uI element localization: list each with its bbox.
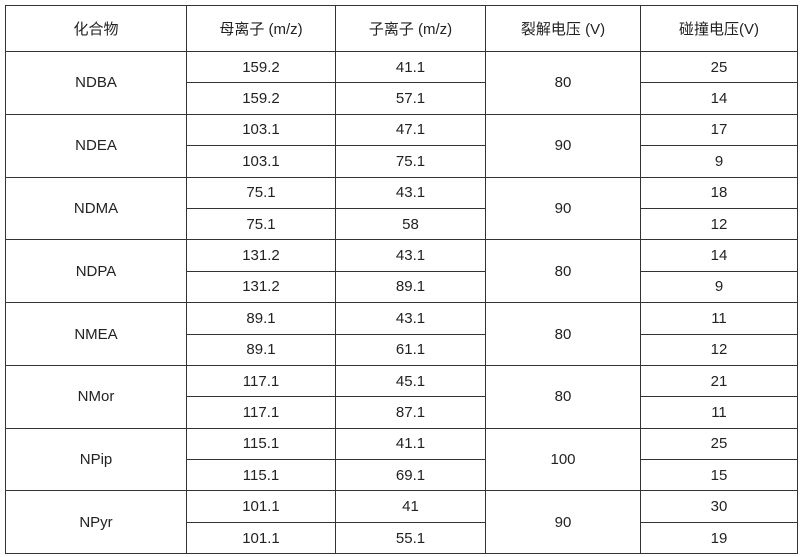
collision-voltage-cell: 25 — [640, 50, 798, 84]
collision-voltage-cell: 11 — [640, 302, 798, 335]
table-row: NDBA 159.2 41.1 80 25 — [5, 50, 798, 115]
table-row: 103.1 75.1 9 — [6, 145, 798, 178]
compound-cell: NPyr — [5, 490, 187, 555]
product-ion-cell: 43.1 — [335, 302, 486, 335]
header-collision-voltage: 碰撞电压(V) — [640, 5, 798, 52]
fragmentor-voltage-cell: 100 — [485, 427, 641, 492]
product-ion-cell: 47.1 — [335, 113, 486, 147]
product-ion-cell: 43.1 — [335, 176, 486, 209]
precursor-ion-cell: 131.2 — [186, 239, 336, 272]
product-ion-cell: 75.1 — [335, 145, 486, 178]
product-ion-cell: 87.1 — [335, 396, 486, 429]
precursor-ion-cell: 101.1 — [186, 490, 336, 523]
compound-cell: NDPA — [5, 239, 187, 304]
precursor-ion-cell: 159.2 — [186, 82, 336, 115]
table-row: 131.2 89.1 9 — [6, 270, 798, 304]
header-fragmentor-voltage: 裂解电压 (V) — [485, 5, 641, 52]
fragmentor-voltage-cell: 80 — [485, 239, 641, 304]
product-ion-cell: 69.1 — [335, 459, 486, 492]
precursor-ion-cell: 103.1 — [186, 113, 336, 147]
fragmentor-voltage-cell: 80 — [485, 364, 641, 429]
ms-parameters-table: 化合物 母离子 (m/z) 子离子 (m/z) 裂解电压 (V) 碰撞电压(V)… — [5, 5, 798, 555]
precursor-ion-cell: 101.1 — [186, 521, 336, 555]
collision-voltage-cell: 14 — [640, 82, 798, 115]
collision-voltage-cell: 12 — [640, 207, 798, 241]
table-row: NPyr 101.1 41 90 30 — [5, 490, 798, 555]
collision-voltage-cell: 17 — [640, 113, 798, 147]
product-ion-cell: 61.1 — [335, 333, 486, 366]
table-row: NDPA 131.2 43.1 80 14 — [5, 239, 798, 304]
precursor-ion-cell: 89.1 — [186, 333, 336, 366]
product-ion-cell: 41 — [335, 490, 486, 523]
product-ion-cell: 41.1 — [335, 50, 486, 84]
header-precursor-ion: 母离子 (m/z) — [186, 5, 336, 52]
table-row: 101.1 55.1 19 — [6, 521, 798, 555]
compound-cell: NMEA — [5, 302, 187, 366]
product-ion-cell: 55.1 — [335, 521, 486, 555]
compound-cell: NDMA — [5, 176, 187, 241]
collision-voltage-cell: 15 — [640, 459, 798, 492]
collision-voltage-cell: 9 — [640, 270, 798, 304]
fragmentor-voltage-cell: 90 — [485, 113, 641, 178]
table-row: 75.1 58 12 — [6, 207, 798, 241]
collision-voltage-cell: 25 — [640, 427, 798, 461]
collision-voltage-cell: 14 — [640, 239, 798, 272]
compound-cell: NMor — [5, 364, 187, 429]
table-row: NMor 117.1 45.1 80 21 — [5, 364, 798, 429]
collision-voltage-cell: 11 — [640, 396, 798, 429]
header-compound: 化合物 — [5, 5, 187, 52]
collision-voltage-cell: 9 — [640, 145, 798, 178]
collision-voltage-cell: 21 — [640, 364, 798, 398]
collision-voltage-cell: 19 — [640, 521, 798, 555]
precursor-ion-cell: 103.1 — [186, 145, 336, 178]
table-row: 117.1 87.1 11 — [6, 396, 798, 429]
precursor-ion-cell: 159.2 — [186, 50, 336, 84]
precursor-ion-cell: 75.1 — [186, 207, 336, 241]
compound-cell: NDBA — [5, 51, 187, 115]
fragmentor-voltage-cell: 90 — [485, 490, 641, 555]
precursor-ion-cell: 117.1 — [186, 396, 336, 429]
precursor-ion-cell: 131.2 — [186, 270, 336, 304]
product-ion-cell: 58 — [335, 207, 486, 241]
compound-cell: NPip — [5, 427, 187, 492]
compound-cell: NDEA — [5, 113, 187, 178]
fragmentor-voltage-cell: 80 — [485, 51, 641, 115]
fragmentor-voltage-cell: 80 — [485, 302, 641, 366]
collision-voltage-cell: 12 — [640, 333, 798, 366]
precursor-ion-cell: 117.1 — [186, 364, 336, 398]
fragmentor-voltage-cell: 90 — [485, 176, 641, 241]
product-ion-cell: 57.1 — [335, 82, 486, 115]
precursor-ion-cell: 89.1 — [186, 302, 336, 335]
table-row: 115.1 69.1 15 — [6, 459, 798, 492]
precursor-ion-cell: 115.1 — [186, 459, 336, 492]
header-row: 化合物 母离子 (m/z) 子离子 (m/z) 裂解电压 (V) 碰撞电压(V) — [5, 5, 798, 52]
product-ion-cell: 45.1 — [335, 364, 486, 398]
precursor-ion-cell: 75.1 — [186, 176, 336, 209]
precursor-ion-cell: 115.1 — [186, 427, 336, 461]
table-row: NDMA 75.1 43.1 90 18 — [5, 176, 798, 241]
table-row: NPip 115.1 41.1 100 25 — [5, 427, 798, 492]
table-row: 159.2 57.1 14 — [6, 82, 798, 115]
product-ion-cell: 43.1 — [335, 239, 486, 272]
product-ion-cell: 89.1 — [335, 270, 486, 304]
table-row: NMEA 89.1 43.1 80 11 — [5, 302, 798, 366]
header-product-ion: 子离子 (m/z) — [335, 5, 486, 52]
table-row: NDEA 103.1 47.1 90 17 — [5, 113, 798, 178]
product-ion-cell: 41.1 — [335, 427, 486, 461]
collision-voltage-cell: 30 — [640, 490, 798, 523]
collision-voltage-cell: 18 — [640, 176, 798, 209]
